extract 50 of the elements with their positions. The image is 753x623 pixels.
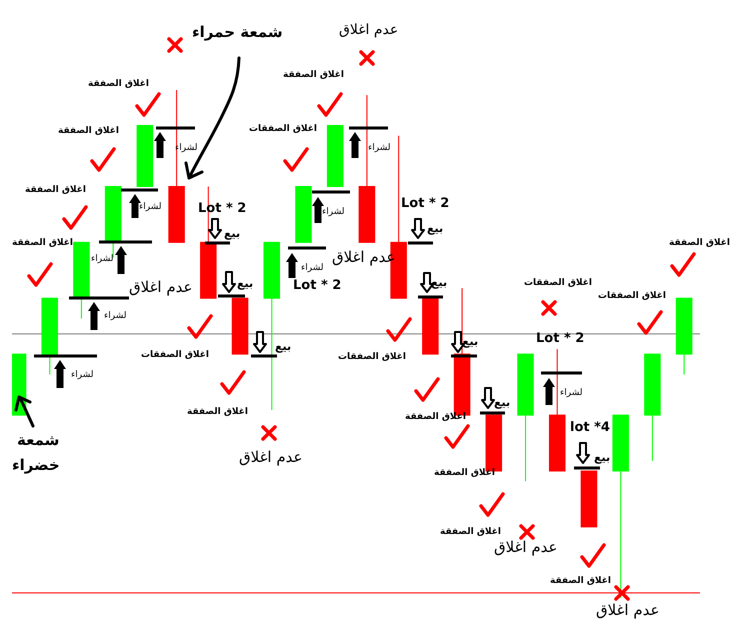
annotation: اغلاق الصفقة <box>434 468 495 478</box>
candlestick <box>73 242 90 320</box>
annotation: بيع <box>237 277 254 290</box>
annotation: بيع <box>594 451 610 464</box>
annotation: اغلاق الصفقات <box>141 350 209 360</box>
text: اغلاق الصفقة <box>88 79 149 89</box>
text: اغلاق الصفقة <box>283 70 344 80</box>
annotation: بيع <box>494 396 510 409</box>
annotation: لشراء <box>560 388 582 398</box>
annotation: اغلاق الصفقات <box>249 124 317 134</box>
text: عدم اغلاق <box>596 601 660 619</box>
candlestick <box>41 298 58 375</box>
annotation: خضراء <box>12 456 60 474</box>
annotation: اغلاق الصفقات <box>338 352 406 362</box>
annotation: لشراء <box>139 202 162 212</box>
annotation: لشراء <box>301 263 324 273</box>
annotation: شمعة <box>17 431 60 449</box>
annotation: اغلاق الصفقة <box>440 527 501 537</box>
annotation: بيع <box>427 222 444 235</box>
annotation: عدم اغلاق <box>239 448 302 466</box>
annotation: Lot * 2 <box>401 196 450 211</box>
annotation: اغلاق الصفقة <box>550 576 611 586</box>
annotation: اغلاق الصفقة <box>405 412 466 422</box>
annotation: اغلاق الصفقة <box>669 238 730 248</box>
candlestick <box>676 298 692 375</box>
candlestick <box>517 354 534 482</box>
annotation: عدم اغلاق <box>129 278 192 296</box>
candlestick <box>580 470 598 528</box>
annotation: اغلاق الصفقة <box>12 238 73 248</box>
annotation: lot *4 <box>570 420 610 435</box>
annotation: اغلاق الصفقات <box>524 278 592 288</box>
annotation: لشراء <box>71 370 94 380</box>
text: عدم اغلاق <box>339 22 398 38</box>
annotation: Lot * 2 <box>536 331 584 346</box>
annotation: لشراء <box>104 311 126 321</box>
annotation: لشراء <box>322 207 344 217</box>
annotation: لشراء <box>91 254 114 264</box>
candlestick <box>232 298 248 355</box>
annotation: Lot * 2 <box>293 278 342 293</box>
annotation: بيع <box>224 227 240 240</box>
annotation: عدم اغلاق <box>494 538 558 556</box>
annotation: لشراء <box>368 143 390 153</box>
candlestick <box>644 354 661 462</box>
candlestick <box>326 125 344 188</box>
annotation: اغلاق الصفقات <box>598 291 666 301</box>
annotation: بيع <box>275 340 292 353</box>
text: شمعة حمراء <box>192 23 283 41</box>
annotation: اغلاق الصفقة <box>187 407 248 417</box>
annotation: اغلاق الصفقة <box>58 126 119 136</box>
annotation: اغلاق الصفقة <box>25 185 86 195</box>
